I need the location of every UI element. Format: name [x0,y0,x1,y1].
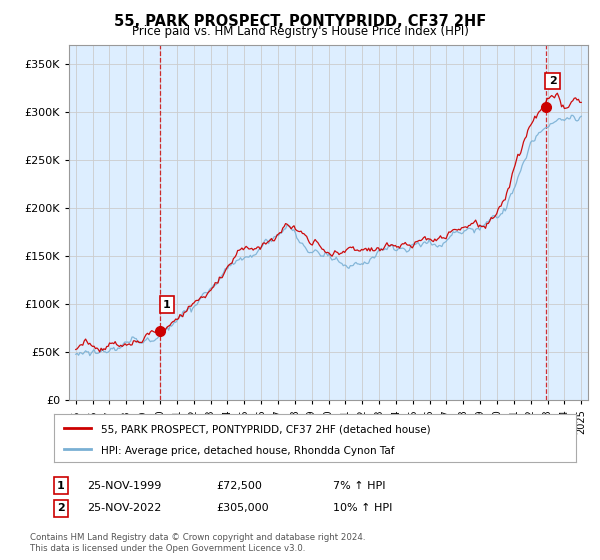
Text: 55, PARK PROSPECT, PONTYPRIDD, CF37 2HF: 55, PARK PROSPECT, PONTYPRIDD, CF37 2HF [114,14,486,29]
Text: 25-NOV-1999: 25-NOV-1999 [87,480,161,491]
Text: Contains HM Land Registry data © Crown copyright and database right 2024.
This d: Contains HM Land Registry data © Crown c… [30,533,365,553]
Text: 55, PARK PROSPECT, PONTYPRIDD, CF37 2HF (detached house): 55, PARK PROSPECT, PONTYPRIDD, CF37 2HF … [101,424,431,435]
Text: Price paid vs. HM Land Registry's House Price Index (HPI): Price paid vs. HM Land Registry's House … [131,25,469,38]
Text: £305,000: £305,000 [216,503,269,514]
Text: £72,500: £72,500 [216,480,262,491]
Text: 2: 2 [57,503,65,514]
Text: 2: 2 [549,76,556,86]
Text: 25-NOV-2022: 25-NOV-2022 [87,503,161,514]
Text: 10% ↑ HPI: 10% ↑ HPI [333,503,392,514]
Text: 1: 1 [57,480,65,491]
Text: HPI: Average price, detached house, Rhondda Cynon Taf: HPI: Average price, detached house, Rhon… [101,446,394,456]
Text: 1: 1 [163,300,170,310]
Text: 7% ↑ HPI: 7% ↑ HPI [333,480,386,491]
